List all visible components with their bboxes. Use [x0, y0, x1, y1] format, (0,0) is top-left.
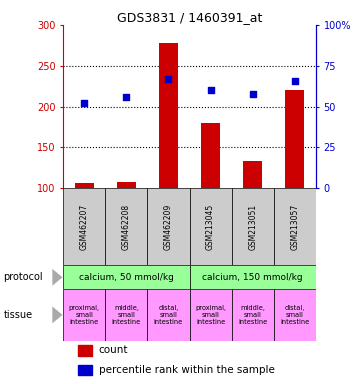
- Bar: [274, 188, 316, 265]
- Bar: [78, 345, 92, 356]
- Text: GSM462209: GSM462209: [164, 204, 173, 250]
- Text: distal,
small
intestine: distal, small intestine: [154, 305, 183, 325]
- Text: GSM213051: GSM213051: [248, 204, 257, 250]
- Bar: [285, 90, 304, 188]
- Bar: [190, 289, 232, 341]
- Text: distal,
small
intestine: distal, small intestine: [280, 305, 309, 325]
- Bar: [78, 365, 92, 375]
- Bar: [147, 188, 190, 265]
- Bar: [63, 188, 105, 265]
- Text: GSM462208: GSM462208: [122, 204, 131, 250]
- Text: proximal,
small
intestine: proximal, small intestine: [69, 305, 100, 325]
- Bar: [105, 289, 147, 341]
- Point: [166, 76, 171, 82]
- Text: GSM213057: GSM213057: [290, 204, 299, 250]
- Text: protocol: protocol: [4, 272, 43, 282]
- Text: GSM213045: GSM213045: [206, 204, 215, 250]
- Point: [81, 100, 87, 106]
- Bar: [75, 182, 94, 188]
- Point: [208, 87, 213, 93]
- Bar: [243, 161, 262, 188]
- Text: percentile rank within the sample: percentile rank within the sample: [99, 365, 274, 375]
- Bar: [274, 289, 316, 341]
- Bar: [105, 188, 147, 265]
- Text: calcium, 150 mmol/kg: calcium, 150 mmol/kg: [203, 273, 303, 282]
- Bar: [63, 289, 105, 341]
- Text: tissue: tissue: [4, 310, 33, 320]
- Point: [250, 91, 256, 98]
- Text: middle,
small
intestine: middle, small intestine: [238, 305, 268, 325]
- Title: GDS3831 / 1460391_at: GDS3831 / 1460391_at: [117, 11, 262, 24]
- Bar: [117, 182, 136, 188]
- Bar: [147, 289, 190, 341]
- Text: proximal,
small
intestine: proximal, small intestine: [195, 305, 226, 325]
- Bar: [232, 188, 274, 265]
- Bar: [232, 289, 274, 341]
- Bar: [159, 43, 178, 188]
- Point: [292, 78, 298, 84]
- Text: middle,
small
intestine: middle, small intestine: [112, 305, 141, 325]
- Bar: [190, 188, 232, 265]
- Bar: [190, 265, 316, 289]
- Bar: [201, 123, 220, 188]
- Point: [123, 94, 129, 100]
- Bar: [63, 265, 190, 289]
- Text: count: count: [99, 346, 128, 356]
- Text: calcium, 50 mmol/kg: calcium, 50 mmol/kg: [79, 273, 174, 282]
- Text: GSM462207: GSM462207: [80, 204, 89, 250]
